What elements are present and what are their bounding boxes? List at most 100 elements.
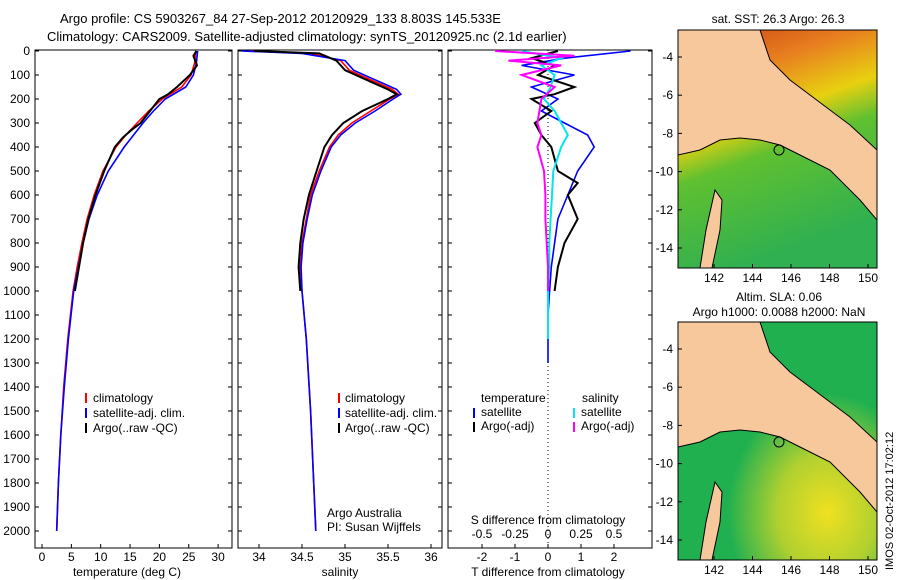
depth-tick-label: 1500 [3,404,30,418]
sst-lat-label: -10 [656,165,674,179]
sst-lon-label: 148 [819,271,839,285]
temperature-tick-label: 5 [68,550,75,564]
legend-swatch [573,408,575,418]
tdiff-tick-label: -2 [477,550,488,564]
sst-lon-label: 150 [858,271,878,285]
sdiff-tick-label: 0.5 [606,527,623,541]
land-cape-york [699,480,723,560]
sst-lat-label: -4 [662,50,673,64]
depth-tick-label: 700 [10,212,30,226]
sla-lat-label: -12 [656,495,674,509]
difference-axes [447,49,653,549]
sdiff-satellite-series [521,50,569,339]
sdiff-tick-label: -0.25 [501,527,529,541]
land-new-guinea [678,322,877,513]
sla-lon-label: 150 [858,563,878,577]
sla-map [678,322,877,560]
temperature-series-2 [73,50,199,292]
tdiff-satellite-series [521,50,631,363]
temperature-series-1 [55,50,199,532]
temperature-tick-label: 25 [182,550,196,564]
sst-lat-label: -14 [656,241,674,255]
legend-swatch [573,422,575,432]
sla-lat-label: -8 [662,418,673,432]
depth-tick-label: 1100 [4,308,30,322]
depth-tick-label: 1700 [3,452,30,466]
legend-swatch [473,408,475,418]
temperature-axes [34,49,233,549]
legend-label: Argo(-adj) [581,419,634,433]
land-new-guinea [678,30,877,221]
sla-lat-label: -6 [662,380,673,394]
legend-label: Argo(..raw -QC) [345,421,430,435]
sst-map-title: sat. SST: 26.3 Argo: 26.3 [712,12,845,26]
depth-tick-label: 400 [10,140,30,154]
sla-lon-label: 142 [704,563,724,577]
title-line2: Climatology: CARS2009. Satellite-adjuste… [47,29,567,44]
depth-tick-label: 1000 [3,284,30,298]
sst-lat-label: -6 [662,88,673,102]
legend-label: Argo(-adj) [481,419,534,433]
depth-tick-label: 1900 [3,500,30,514]
depth-tick-label: 800 [10,236,30,250]
legend-title: salinity [582,391,619,405]
depth-tick-label: 1200 [3,332,30,346]
depth-tick-label: 0 [23,44,30,58]
legend-label: satellite-adj. clim. [345,406,437,420]
sla-lon-label: 146 [781,563,801,577]
salinity-xlabel: salinity [322,565,359,579]
legend-swatch [85,393,87,403]
tdiff-tick-label: -1 [510,550,521,564]
salinity-series-0 [250,50,400,532]
sst-map [678,30,877,268]
timestamp-stamp: IMOS 02-Oct-2012 17:02:12 [884,432,896,570]
depth-tick-label: 100 [10,68,30,82]
temperature-tick-label: 0 [39,550,46,564]
land-cape-york [699,188,723,268]
depth-tick-label: 1300 [3,356,30,370]
sst-lat-label: -8 [662,126,673,140]
sla-lat-label: -14 [656,533,674,547]
sla-lon-label: 144 [742,563,762,577]
legend-swatch [338,393,340,403]
title-line1: Argo profile: CS 5903267_84 27-Sep-2012 … [60,11,501,26]
temperature-xlabel: temperature (deg C) [73,565,181,579]
legend-swatch [338,423,340,433]
salinity-series-1 [241,50,403,532]
salinity-tick-label: 34 [252,550,266,564]
legend-swatch [85,408,87,418]
salinity-tick-label: 36 [424,550,438,564]
sla-map-title2: Argo h1000: 0.0088 h2000: NaN [693,305,866,319]
argo-location-marker [773,436,785,448]
legend-swatch [85,423,87,433]
temperature-tick-label: 30 [211,550,225,564]
sst-lon-label: 144 [742,271,762,285]
sla-lat-label: -4 [662,342,673,356]
sla-map-title1: Altim. SLA: 0.06 [736,290,822,304]
temperature-legend: climatology satellite-adj. clim. Argo(..… [85,391,185,435]
sdiff-tick-label: 0.25 [569,527,593,541]
salinity-tick-label: 35.5 [376,550,400,564]
legend-swatch [473,422,475,432]
tdiff-tick-label: 2 [611,550,618,564]
difference-legend: temperature salinity satellite Argo(-adj… [473,391,634,433]
salinity-legend: climatology satellite-adj. clim. Argo(..… [338,391,437,435]
annotation-line1: Argo Australia [327,506,402,520]
temperature-tick-label: 10 [94,550,108,564]
temperature-tick-label: 15 [123,550,137,564]
legend-label: climatology [345,391,405,405]
sst-lat-label: -12 [656,203,674,217]
sdiff-tick-label: -0.5 [472,527,493,541]
annotation-line2: PI: Susan Wijffels [327,520,421,534]
depth-tick-label: 300 [10,116,30,130]
salinity-axes [237,49,443,549]
salinity-series-2 [254,50,399,292]
depth-tick-label: 200 [10,92,30,106]
sst-lon-label: 146 [781,271,801,285]
sla-lat-label: -10 [656,457,674,471]
legend-label: satellite-adj. clim. [93,406,185,420]
depth-tick-label: 1600 [3,428,30,442]
legend-label: climatology [93,391,153,405]
sdiff-argo-series [495,50,575,291]
